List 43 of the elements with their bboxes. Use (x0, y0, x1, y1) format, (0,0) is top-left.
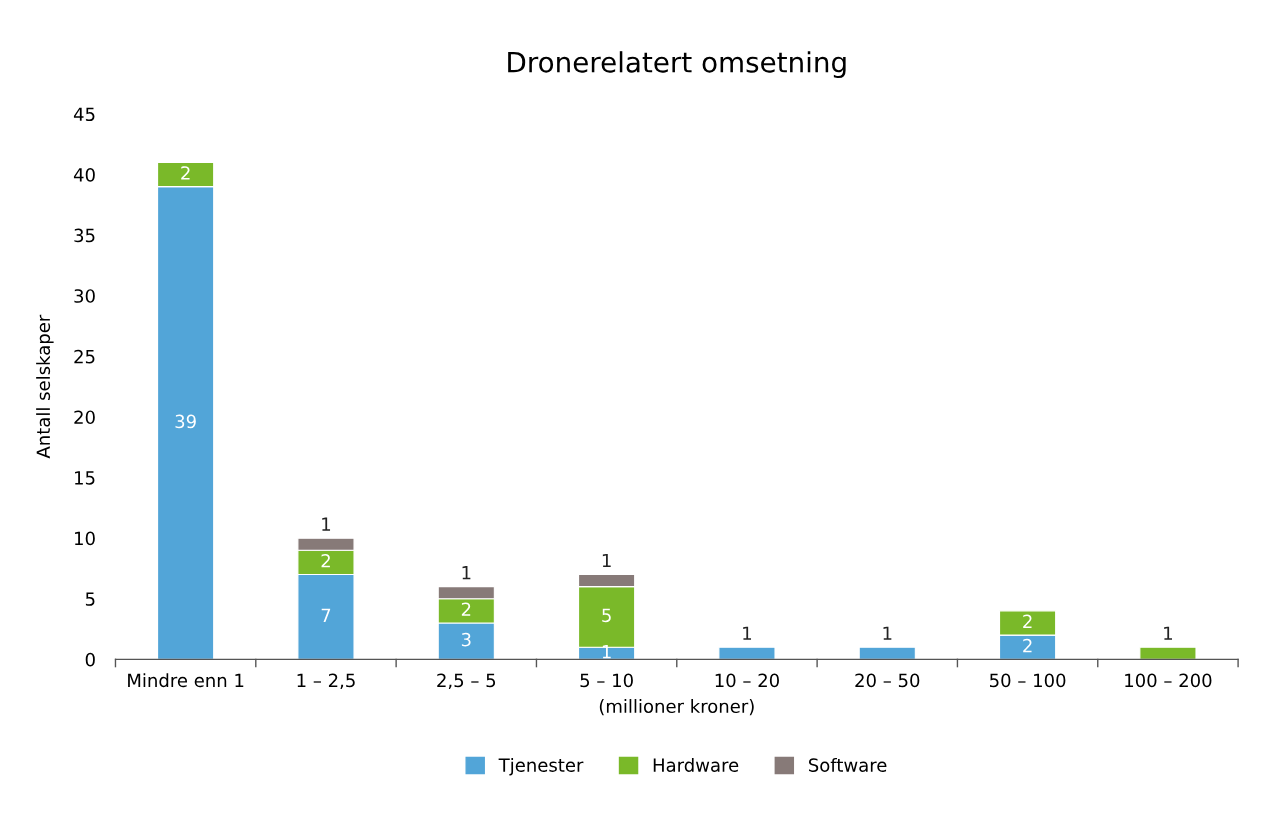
data-label: 1 (1164, 626, 1173, 640)
y-tick-label: 0 (85, 652, 95, 667)
data-label: 2 (321, 553, 330, 568)
x-tick-label: 5 – 10 (580, 673, 633, 688)
data-label: 5 (602, 608, 611, 623)
y-tick-label: 40 (73, 168, 95, 182)
y-tick-label: 20 (74, 410, 95, 425)
data-label: 1 (602, 645, 611, 659)
data-label: 1 (743, 626, 752, 640)
x-tick-label: 20 – 50 (855, 673, 920, 688)
y-tick-label: 45 (73, 107, 95, 122)
data-label: 1 (883, 626, 892, 640)
data-label: 2 (1023, 614, 1032, 628)
x-axis-title: (millioner kroner) (599, 699, 754, 716)
x-tick-label: Mindre enn 1 (128, 673, 244, 688)
legend-label: Software (808, 757, 887, 772)
y-tick-label: 10 (75, 531, 95, 546)
legend-label: Hardware (653, 757, 739, 772)
y-tick-label: 25 (74, 349, 95, 364)
x-tick-label: 1 – 2,5 (297, 673, 355, 690)
x-tick-label: 10 – 20 (715, 673, 779, 688)
data-label: 39 (175, 414, 196, 429)
chart-title: Dronerelatert omsetning (508, 51, 846, 79)
y-tick-label: 35 (74, 228, 95, 243)
data-label: 1 (322, 517, 331, 531)
x-tick-label: 2,5 – 5 (437, 673, 496, 690)
bar (1139, 646, 1197, 660)
y-tick-label: 30 (74, 289, 95, 303)
data-label: 1 (602, 553, 611, 568)
y-tick-label: 15 (75, 471, 95, 485)
legend-label: Tjenester (498, 757, 584, 776)
x-tick-label: 100 – 200 (1125, 673, 1212, 688)
x-tick-label: 50 – 100 (990, 673, 1066, 688)
data-label: 1 (462, 566, 471, 580)
data-label: 2 (1023, 638, 1032, 653)
data-label: 2 (181, 166, 190, 180)
data-label: 2 (461, 602, 471, 616)
data-label: 7 (321, 608, 331, 622)
y-axis-title: Antall selskaper (36, 314, 54, 459)
y-tick-label: 5 (85, 592, 95, 606)
data-label: 3 (461, 632, 471, 647)
bar (858, 646, 916, 660)
bar (718, 646, 776, 660)
